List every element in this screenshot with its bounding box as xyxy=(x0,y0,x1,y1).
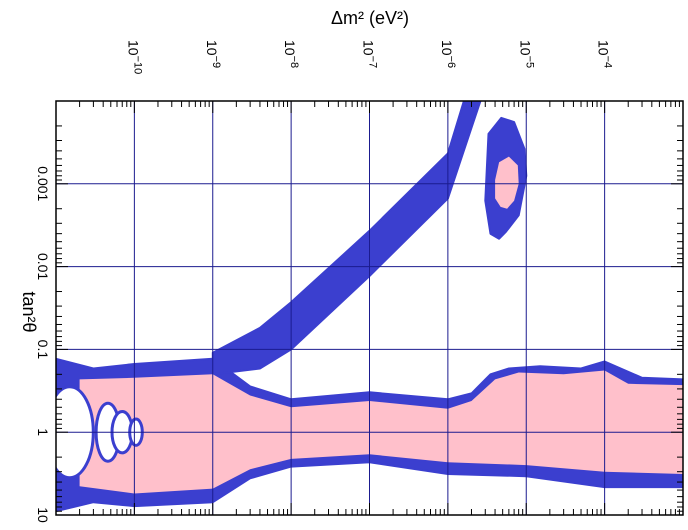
x-tick-base: 10 xyxy=(125,40,141,56)
x-tick-base: 10 xyxy=(439,40,455,56)
x-tick-exponent: −4 xyxy=(602,56,614,69)
grid-lines xyxy=(56,101,683,515)
x-tick-label: 10−4 xyxy=(596,40,614,68)
y-tick-labels: 0.001 0.01 0.1 1 10 xyxy=(35,166,51,523)
x-tick-exponent: −6 xyxy=(445,56,457,69)
x-tick-exponent: −7 xyxy=(367,56,379,69)
x-tick-label: 10−6 xyxy=(439,40,457,68)
x-tick-label: 10−10 xyxy=(125,40,143,74)
just-so-pink-region xyxy=(495,156,519,209)
x-tick-exponent: −10 xyxy=(131,56,143,75)
y-tick-label: 0.01 xyxy=(35,253,51,280)
x-axis-title: Δm² (eV²) xyxy=(331,8,409,28)
x-tick-label: 10−5 xyxy=(517,40,535,68)
x-tick-label: 10−8 xyxy=(282,40,300,68)
x-tick-base: 10 xyxy=(596,40,612,56)
x-tick-exponent: −9 xyxy=(210,56,222,69)
x-tick-base: 10 xyxy=(361,40,377,56)
y-tick-label: 0.1 xyxy=(35,340,51,360)
y-tick-label: 1 xyxy=(35,428,51,436)
axis-ticks xyxy=(55,100,683,515)
x-tick-exponent: −5 xyxy=(523,56,535,69)
x-axis-label: Δm² (eV²) xyxy=(331,8,409,28)
x-tick-base: 10 xyxy=(204,40,220,56)
x-tick-base: 10 xyxy=(517,40,533,56)
x-tick-base: 10 xyxy=(282,40,298,56)
plot-frame xyxy=(55,100,684,516)
y-tick-label: 10 xyxy=(35,507,51,523)
x-tick-label: 10−7 xyxy=(361,40,379,68)
x-tick-exponent: −8 xyxy=(288,56,300,69)
x-tick-label: 10−9 xyxy=(204,40,222,68)
y-axis-label: tan²θ xyxy=(19,291,39,332)
y-tick-label: 0.001 xyxy=(35,166,51,201)
